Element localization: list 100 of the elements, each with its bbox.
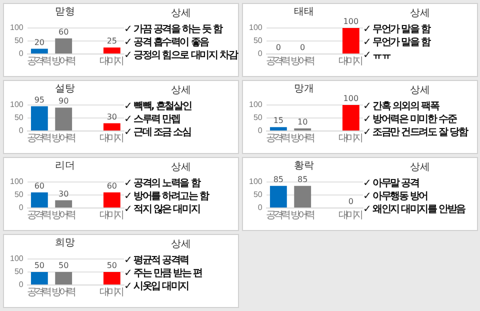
chart-title: 망개 xyxy=(294,84,314,95)
annotation: ✓ 간혹 의외의 팩폭 xyxy=(363,100,440,113)
x-tick-label: 방어력 xyxy=(51,287,74,298)
data-label: 95 xyxy=(34,95,45,104)
x-tick-label: 공격력 xyxy=(266,133,289,144)
y-tick-label: 0 xyxy=(18,49,24,58)
data-label: 25 xyxy=(106,36,118,46)
bar xyxy=(103,123,120,130)
x-tick-label: 대미지 xyxy=(100,56,122,67)
chart-title: 맏형 xyxy=(55,6,75,18)
annotation: ✓ ㅠㅠ xyxy=(363,49,392,62)
x-tick-label: 방어력 xyxy=(290,210,313,221)
bar xyxy=(30,48,48,54)
data-label: 50 xyxy=(34,261,45,270)
y-tick-label: 50 xyxy=(14,36,24,46)
data-label: 10 xyxy=(298,117,308,126)
y-tick-label: 0 xyxy=(18,126,24,136)
x-tick-label: 공격력 xyxy=(27,287,50,298)
y-tick-label: 50 xyxy=(253,36,263,46)
data-label: 100 xyxy=(343,94,359,104)
data-label: 20 xyxy=(34,38,45,47)
x-tick-label: 공격력 xyxy=(27,210,50,221)
annotation: ✓ 공격의 노력을 함 xyxy=(124,177,202,190)
annotation: ✓ 적지 않은 대미지 xyxy=(124,203,201,216)
chart-title: 리더 xyxy=(55,160,75,172)
data-label: 0 xyxy=(300,43,306,52)
annotation: ✓ 무언가 말을 함 xyxy=(363,23,432,36)
x-tick-label: 공격력 xyxy=(27,56,50,67)
x-tick-label: 방어력 xyxy=(51,210,74,221)
annotation: ✓ 근데 조금 소심 xyxy=(124,126,192,139)
y-tick-label: 100 xyxy=(10,23,24,32)
x-tick-label: 대미지 xyxy=(100,287,122,298)
y-tick-label: 100 xyxy=(248,100,263,110)
annotation: ✓ 무언가 말을 함 xyxy=(363,36,432,49)
y-tick-label: 50 xyxy=(253,190,263,200)
text: 상세 xyxy=(170,161,192,174)
data-label: 90 xyxy=(58,96,69,106)
x-tick-label: 대미지 xyxy=(100,210,122,221)
x-tick-label: 방어력 xyxy=(290,133,313,144)
chart-title: 황락 xyxy=(294,160,314,172)
data-label: 30 xyxy=(58,189,69,198)
x-tick-label: 방어력 xyxy=(51,133,74,144)
x-tick-label: 방어력 xyxy=(290,56,313,67)
text: 상세 xyxy=(170,7,192,20)
annotation: ✓ 아무행동 방어 xyxy=(363,190,429,203)
data-label: 60 xyxy=(58,27,69,36)
x-tick-label: 대미지 xyxy=(338,133,362,144)
text: 상세 xyxy=(409,7,431,20)
bar xyxy=(342,105,360,130)
x-tick-label: 공격력 xyxy=(266,56,289,67)
x-tick-label: 공격력 xyxy=(266,210,289,221)
data-label: 0 xyxy=(348,197,354,206)
data-label: 15 xyxy=(273,116,284,126)
x-tick-label: 방어력 xyxy=(51,56,74,67)
chart-title: 희망 xyxy=(55,238,75,249)
text: 상세 xyxy=(409,84,431,97)
text: 상세 xyxy=(170,84,192,97)
y-tick-label: 50 xyxy=(14,267,24,276)
annotation: ✓ 평균적 공격력 xyxy=(124,254,190,267)
annotation: ✓ 가끔 공격을 하는 듯 함 xyxy=(124,23,224,36)
bar xyxy=(55,38,72,54)
data-label: 50 xyxy=(58,261,69,270)
bar xyxy=(270,127,287,130)
annotation: ✓ 왜인지 대미지를 안받음 xyxy=(363,203,466,216)
annotation: ✓ 긍정의 힘으로 대미지 차감 xyxy=(124,49,238,62)
annotation: ✓ 조금만 건드려도 잘 당함 xyxy=(363,126,469,139)
bar xyxy=(55,108,72,130)
bar xyxy=(30,106,48,130)
y-tick-label: 100 xyxy=(10,100,24,110)
text: 상세 xyxy=(170,238,192,251)
annotation: ✓ 방어력은 미미한 수준 xyxy=(363,113,458,126)
chart-title: 태태 xyxy=(294,6,314,18)
y-tick-label: 0 xyxy=(258,126,263,136)
x-tick-label: 대미지 xyxy=(100,133,122,144)
chart-title: 설탕 xyxy=(55,84,75,95)
bar xyxy=(103,48,120,54)
data-label: 60 xyxy=(106,181,118,190)
y-tick-label: 50 xyxy=(253,113,263,122)
text: 상세 xyxy=(409,161,431,174)
x-tick-label: 공격력 xyxy=(27,133,50,144)
annotation: ✓ 공격 흡수력이 좋음 xyxy=(124,36,210,49)
annotation: ✓ 주는 만큼 받는 편 xyxy=(124,267,203,280)
data-label: 100 xyxy=(343,17,359,26)
data-label: 60 xyxy=(34,181,45,190)
y-tick-label: 0 xyxy=(18,203,24,212)
y-tick-label: 100 xyxy=(248,23,263,32)
data-label: 85 xyxy=(273,174,284,184)
y-tick-label: 100 xyxy=(10,177,24,186)
y-tick-label: 0 xyxy=(258,203,263,212)
y-tick-label: 50 xyxy=(14,113,24,122)
data-label: 50 xyxy=(106,261,118,270)
annotation: ✓ 아무말 공격 xyxy=(363,177,420,190)
y-tick-label: 0 xyxy=(258,49,263,58)
annotation: ✓ 방어를 하려고는 함 xyxy=(124,190,210,203)
annotation: ✓ 빽빽, 흔철살인 xyxy=(124,100,192,113)
annotation: ✓ 스루력 만렙 xyxy=(124,113,181,126)
data-label: 0 xyxy=(276,43,281,52)
y-tick-label: 0 xyxy=(18,280,24,290)
x-tick-label: 대미지 xyxy=(338,210,362,221)
annotation: ✓ 시옷입 대미지 xyxy=(124,280,190,293)
